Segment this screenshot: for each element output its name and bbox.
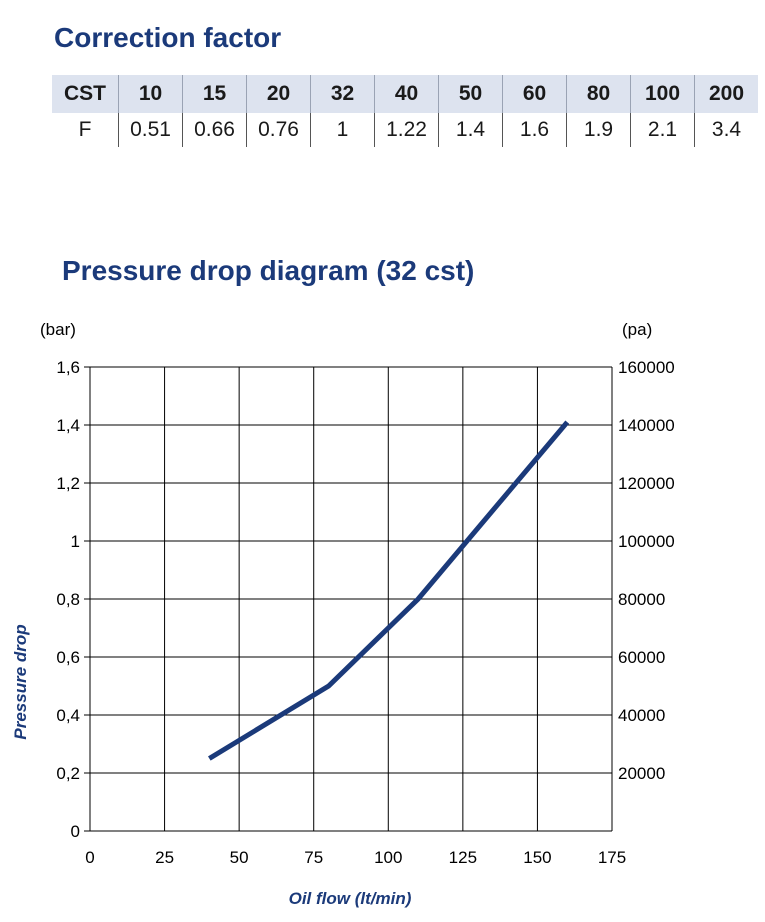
y-tick-label-left: 0,4: [56, 706, 80, 725]
x-tick-label: 75: [304, 848, 323, 867]
cst-cell: 40: [374, 75, 439, 113]
y-tick-label-left: 0,6: [56, 648, 80, 667]
cst-cell: 60: [502, 75, 567, 113]
correction-factor-table: CST 10 15 20 32 40 50 60 80 100 200 F 0.…: [52, 75, 758, 147]
series-layer: [208, 420, 570, 761]
y-tick-label-right: 160000: [618, 358, 675, 377]
x-tick-label: 100: [374, 848, 402, 867]
cst-cell: 200: [694, 75, 758, 113]
y-tick-label-left: 1,6: [56, 358, 80, 377]
factor-cell: 1.4: [438, 113, 503, 147]
y-tick-label-right: 80000: [618, 590, 665, 609]
cst-cell: 32: [310, 75, 375, 113]
tick-label-layer: 0 25 50 75 100 125 150 175 0 0,2 0,4 0,6 0,8 1 1,2 1,4 1…: [56, 358, 674, 867]
x-tick-label: 50: [230, 848, 249, 867]
y-tick-label-right: 20000: [618, 764, 665, 783]
header-label-cell: CST: [52, 75, 119, 113]
grid-layer: [84, 366, 613, 832]
y-tick-label-left: 1,2: [56, 474, 80, 493]
y-tick-label-left: 1,4: [56, 416, 80, 435]
factor-cell: 0.76: [246, 113, 311, 147]
factor-cell: 3.4: [694, 113, 758, 147]
factor-cell: 1.9: [566, 113, 631, 147]
y-tick-label-left: 0,2: [56, 764, 80, 783]
pressure-drop-line: [208, 420, 570, 761]
pressure-drop-title: Pressure drop diagram (32 cst): [62, 255, 475, 286]
factor-cell: 0.51: [118, 113, 183, 147]
x-tick-label: 150: [523, 848, 551, 867]
factor-cell: 0.66: [182, 113, 247, 147]
right-unit-label: (pa): [622, 320, 652, 339]
cst-cell: 50: [438, 75, 503, 113]
y-tick-label-right: 100000: [618, 532, 675, 551]
x-tick-label: 125: [449, 848, 477, 867]
cst-cell: 15: [182, 75, 247, 113]
y-axis-title: Pressure drop: [11, 624, 30, 739]
y-tick-label-right: 40000: [618, 706, 665, 725]
left-unit-label: (bar): [40, 320, 76, 339]
y-tick-label-right: 120000: [618, 474, 675, 493]
pressure-drop-chart: (bar) (pa) Pressure drop Oil flow (lt/mi…: [11, 320, 675, 908]
factor-cell: 1.22: [374, 113, 439, 147]
cst-cell: 20: [246, 75, 311, 113]
y-tick-label-left: 1: [71, 532, 80, 551]
y-tick-label-left: 0,8: [56, 590, 80, 609]
y-tick-label-right: 140000: [618, 416, 675, 435]
x-tick-label: 0: [85, 848, 94, 867]
x-tick-label: 175: [598, 848, 626, 867]
correction-factor-title: Correction factor: [54, 22, 282, 53]
table-value-row: F 0.51 0.66 0.76 1 1.22 1.4 1.6 1.9 2.1 …: [52, 113, 758, 147]
cst-cell: 100: [630, 75, 695, 113]
y-tick-label-left: 0: [71, 822, 80, 841]
factor-cell: 1: [310, 113, 375, 147]
row-label-cell: F: [78, 118, 92, 141]
x-tick-label: 25: [155, 848, 174, 867]
x-axis-title: Oil flow (lt/min): [289, 889, 412, 908]
factor-cell: 1.6: [502, 113, 567, 147]
cst-cell: 80: [566, 75, 631, 113]
factor-cell: 2.1: [630, 113, 695, 147]
cst-cell: 10: [118, 75, 183, 113]
table-header-row: CST 10 15 20 32 40 50 60 80 100 200: [52, 75, 758, 113]
y-tick-label-right: 60000: [618, 648, 665, 667]
